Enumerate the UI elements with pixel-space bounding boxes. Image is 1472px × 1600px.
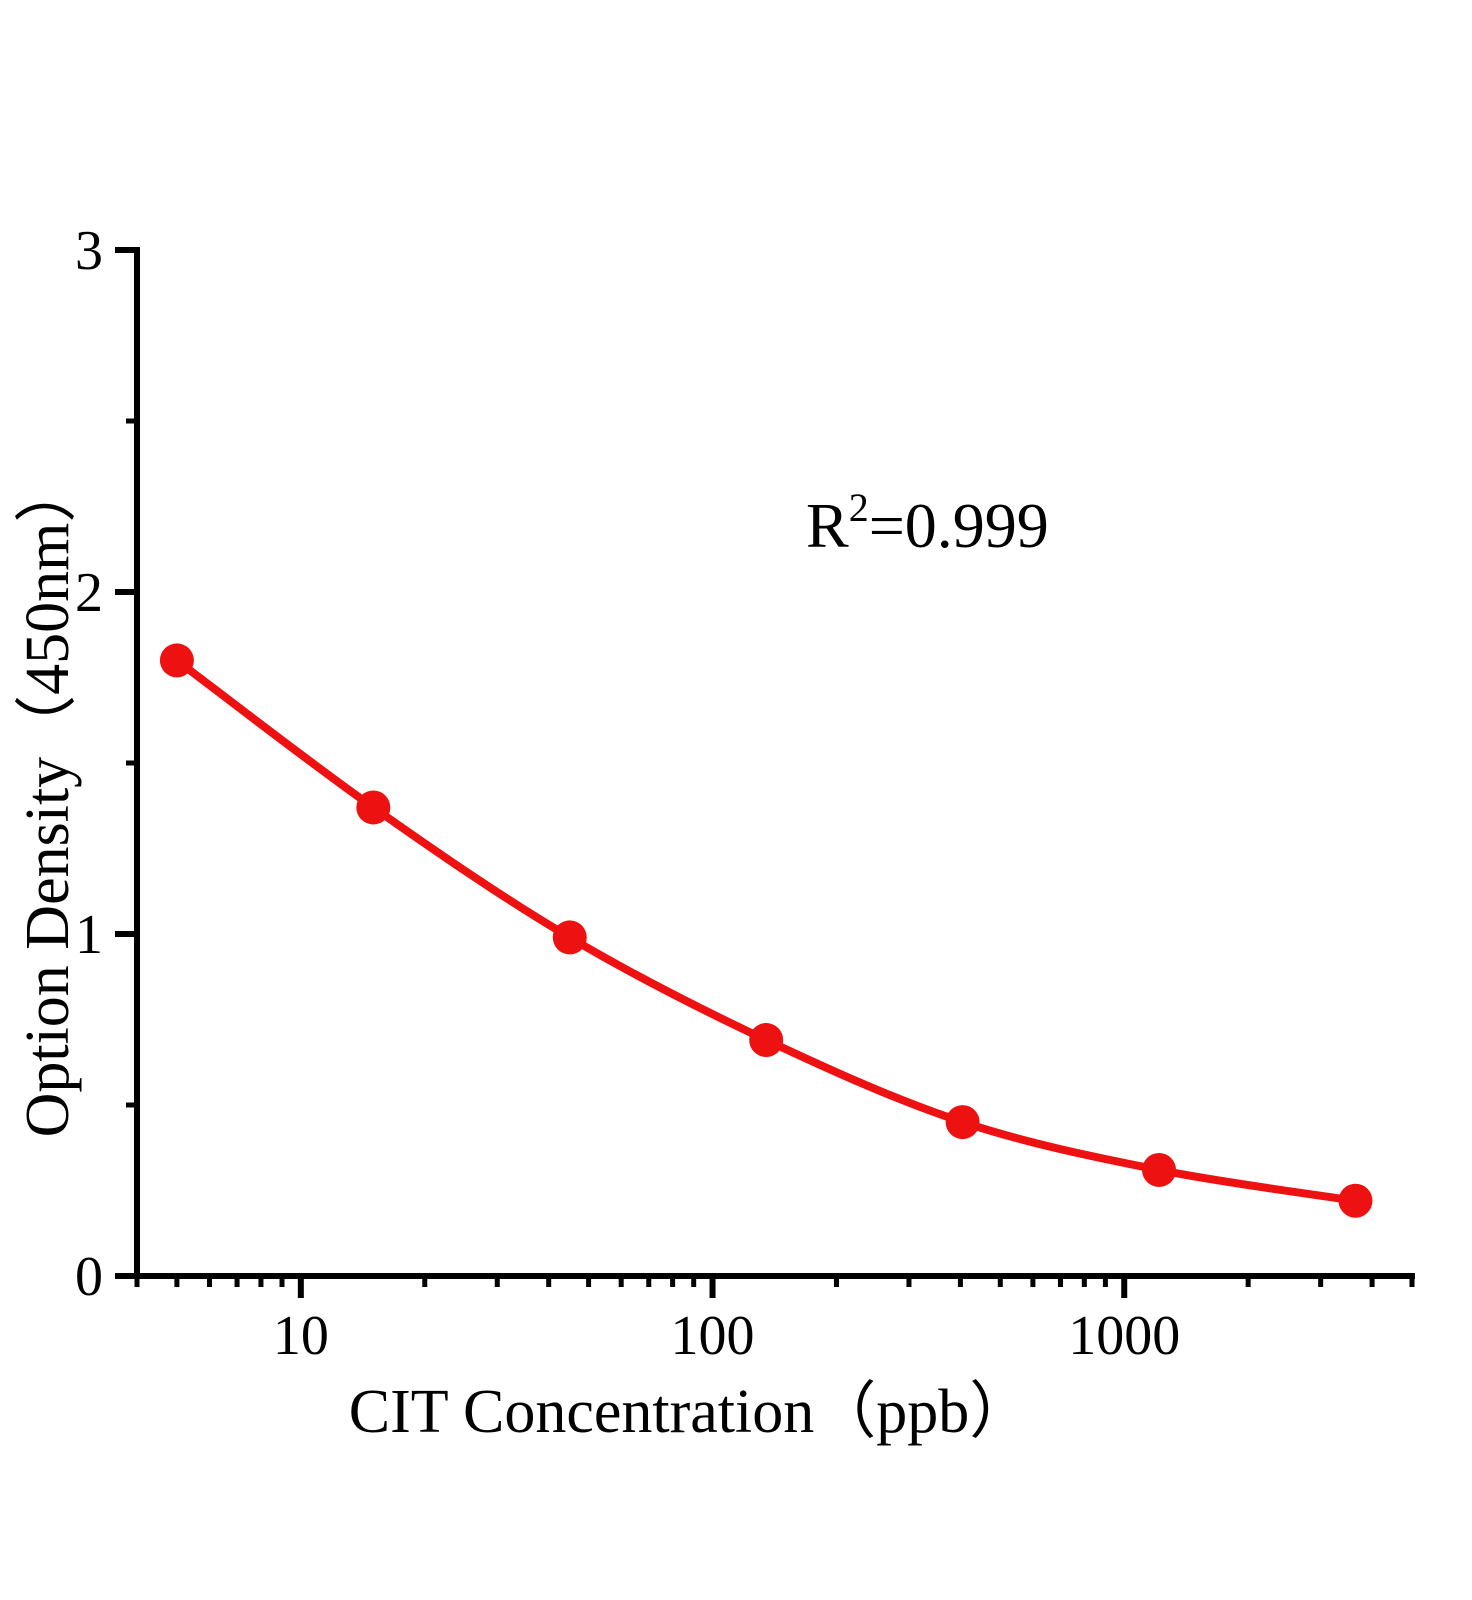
r-squared-annotation: R2=0.999 [806,488,1049,558]
x-axis-tick-label: 100 [671,1305,755,1367]
r-squared-value: =0.999 [868,490,1049,561]
data-point [552,920,587,955]
x-axis-title: CIT Concentration（ppb） [348,1378,1032,1446]
r-squared-base: R [806,490,849,561]
data-point [356,790,391,825]
x-axis-tick-label: 10 [273,1305,329,1367]
y-axis-tick-label: 2 [75,562,103,624]
r-squared-superscript: 2 [848,485,869,530]
y-axis-tick-label: 0 [75,1246,103,1308]
data-point [1338,1183,1373,1218]
data-point [159,643,194,678]
standard-curve-line [172,656,1360,1205]
y-axis-tick-label: 1 [75,904,103,966]
data-point [1142,1152,1177,1187]
y-axis-tick-label: 3 [75,220,103,282]
x-axis-tick-label: 1000 [1068,1305,1180,1367]
data-point [749,1023,784,1058]
data-point [945,1105,980,1140]
y-axis-title: Option Density（450nm） [14,460,82,1138]
